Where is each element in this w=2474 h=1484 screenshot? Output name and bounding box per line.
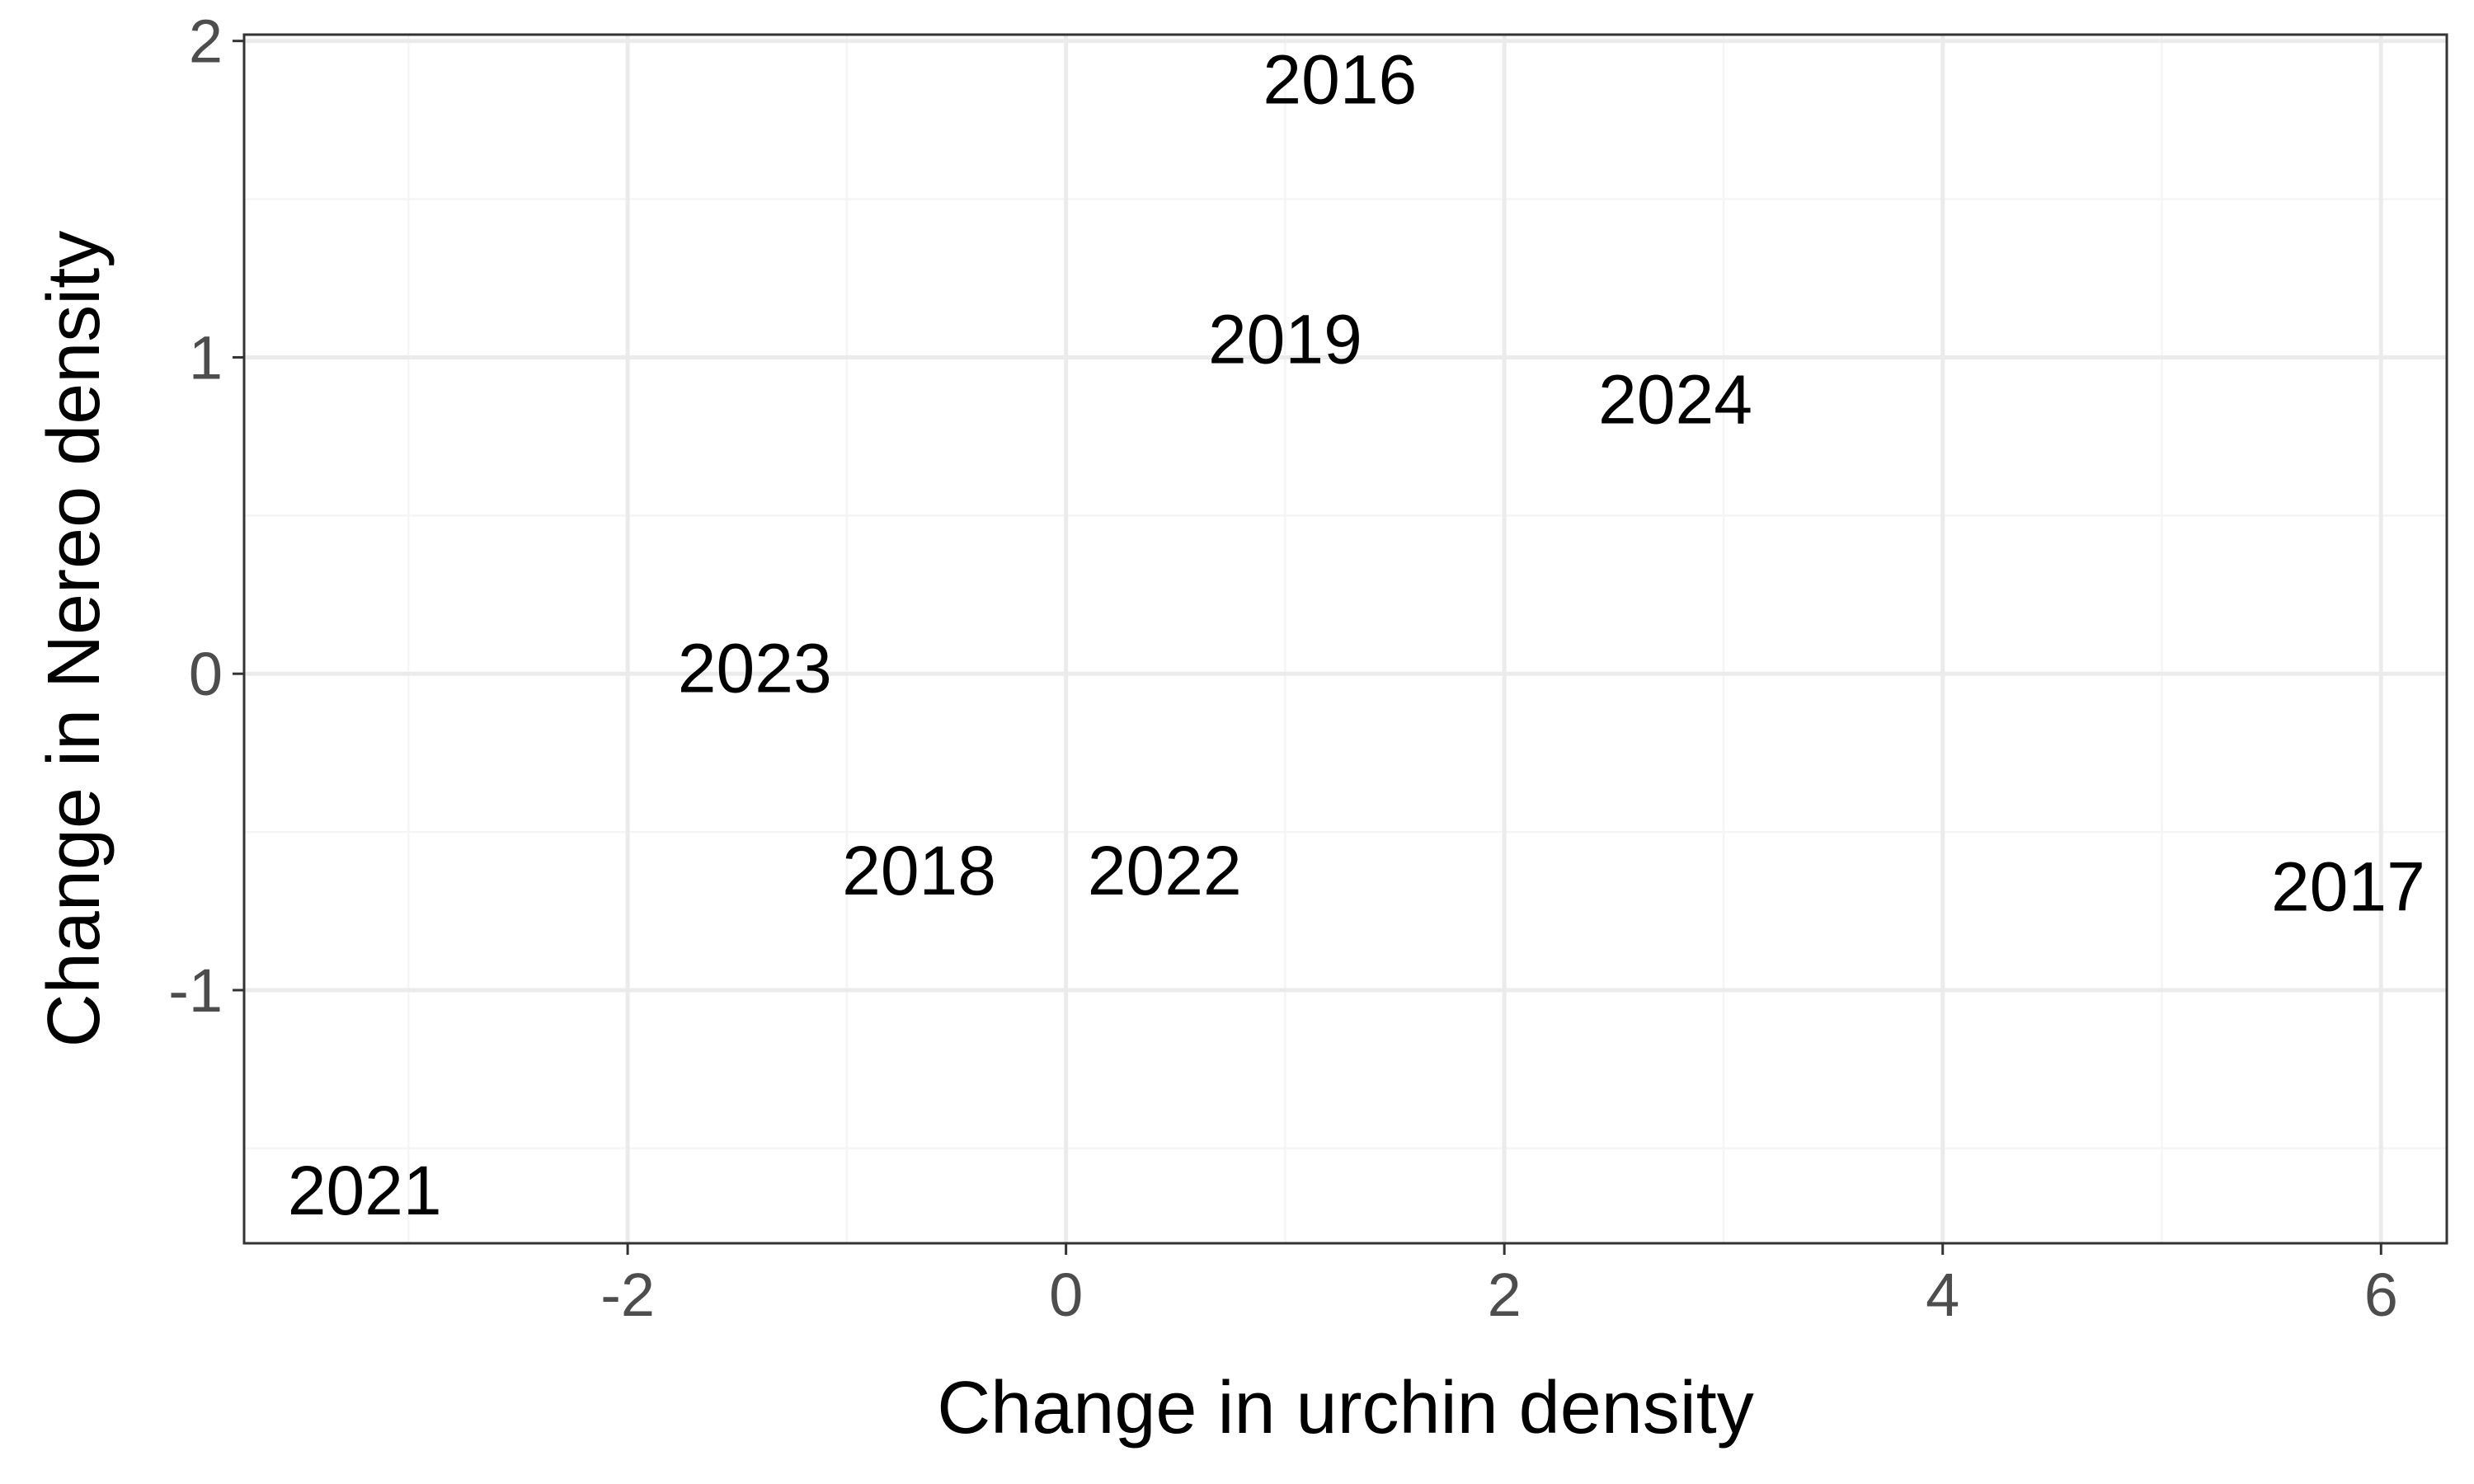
point-label-2018: 2018 <box>842 832 996 909</box>
point-label-2023: 2023 <box>678 630 832 707</box>
point-label-2024: 2024 <box>1598 360 1752 438</box>
major-gridlines <box>244 35 2447 1243</box>
plot-panel-border <box>242 33 2448 1245</box>
y-axis-title: Change in Nereo density <box>33 231 115 1048</box>
x-tick-label: 6 <box>2364 1261 2398 1329</box>
x-tick-label: 0 <box>1049 1261 1083 1329</box>
y-tick-label: 2 <box>189 7 223 76</box>
point-label-2022: 2022 <box>1088 832 1242 909</box>
point-label-2021: 2021 <box>288 1152 442 1229</box>
point-labels: 2016 2017 2018 2019 2021 2022 2023 2024 <box>288 41 2425 1229</box>
x-axis-title: Change in urchin density <box>937 1367 1754 1449</box>
x-tick-label: -2 <box>600 1261 655 1329</box>
y-axis: -1 0 1 2 <box>168 7 244 1025</box>
point-label-2019: 2019 <box>1208 300 1362 378</box>
x-axis: -2 0 2 4 6 <box>600 1243 2398 1329</box>
x-tick-label: 4 <box>1926 1261 1959 1329</box>
x-tick-label: 2 <box>1488 1261 1522 1329</box>
point-label-2016: 2016 <box>1263 41 1417 119</box>
point-label-2017: 2017 <box>2271 848 2425 925</box>
y-tick-label: -1 <box>168 956 223 1025</box>
minor-gridlines <box>244 35 2447 1243</box>
y-tick-label: 0 <box>189 640 223 708</box>
y-tick-label: 1 <box>189 323 223 392</box>
